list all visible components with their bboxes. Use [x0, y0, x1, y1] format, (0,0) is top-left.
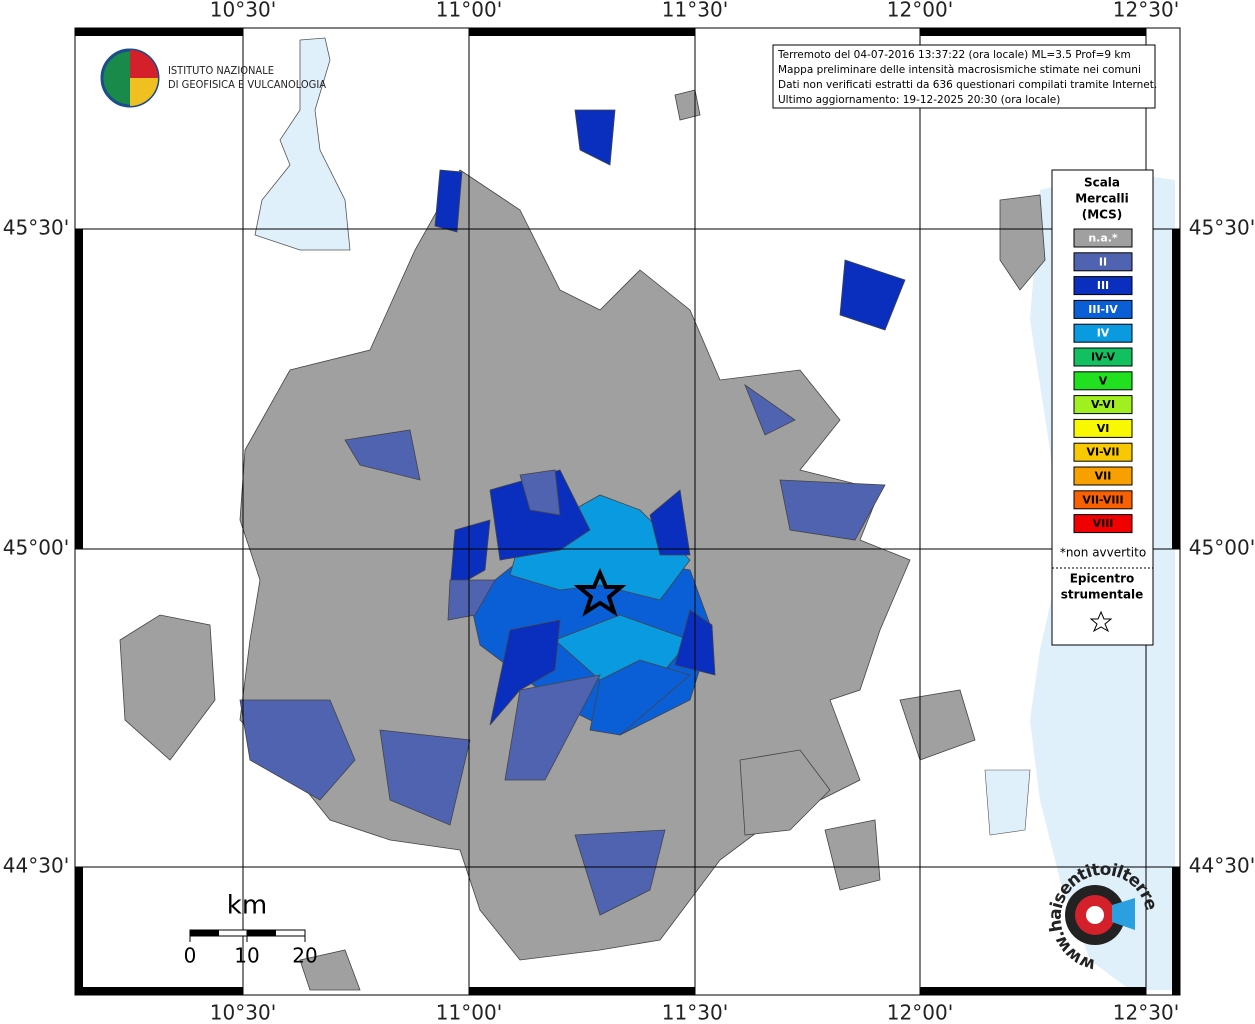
municipality	[344, 429, 421, 481]
legend-label: V	[1099, 374, 1108, 387]
scale-label: 0	[184, 944, 197, 968]
lon-label: 11°00'	[436, 0, 502, 22]
municipality	[574, 109, 616, 166]
legend-star	[1089, 610, 1113, 633]
legend-swatch	[1073, 395, 1133, 415]
epicenter-star	[573, 567, 627, 617]
lon-label: 11°00'	[436, 1001, 502, 1024]
municipality	[379, 729, 471, 826]
municipality	[779, 479, 886, 541]
info-line: Dati non verificati estratti da 636 ques…	[778, 79, 1157, 91]
municipality	[449, 519, 491, 591]
legend-swatch	[1073, 466, 1133, 486]
lat-label: 44°30'	[3, 854, 69, 878]
lake-garda	[254, 37, 351, 251]
frame-bars	[75, 28, 1180, 995]
legend-label: III-IV	[1088, 303, 1118, 316]
graticule	[75, 28, 1180, 995]
lat-label: 45°00'	[1189, 536, 1255, 560]
legend-swatch	[1073, 347, 1133, 367]
legend-swatch	[1073, 418, 1133, 438]
scale-label: 10	[234, 944, 259, 968]
legend-swatch	[1073, 490, 1133, 510]
legend-swatch	[1073, 323, 1133, 343]
legend-label: VI	[1097, 422, 1110, 435]
lon-label: 12°30'	[1113, 1001, 1179, 1024]
legend-label: IV-V	[1091, 351, 1116, 364]
municipality	[589, 659, 691, 736]
info-line: Terremoto del 04-07-2016 13:37:22 (ora l…	[777, 49, 1131, 61]
municipality	[674, 89, 701, 121]
legend-swatch	[1073, 514, 1133, 534]
info-line: Mappa preliminare delle intensità macros…	[778, 64, 1141, 76]
institute-line: DI GEOFISICA E VULCANOLOGIA	[168, 79, 327, 92]
legend-swatch	[1073, 252, 1133, 272]
lon-label: 11°30'	[662, 1001, 728, 1024]
lon-label: 12°00'	[887, 0, 953, 22]
municipality	[999, 194, 1046, 291]
info-line: Ultimo aggiornamento: 19-12-2025 20:30 (…	[778, 94, 1060, 106]
lat-label: 45°00'	[3, 536, 69, 560]
lat-label: 45°30'	[3, 216, 69, 240]
legend-title: Scala	[1084, 176, 1120, 190]
legend-label: VII-VIII	[1082, 493, 1123, 506]
legend-title: Mercalli	[1075, 192, 1129, 206]
legend-label: III	[1097, 279, 1109, 292]
municipality	[839, 259, 906, 331]
municipality	[574, 829, 666, 916]
lon-label: 10°30'	[210, 1001, 276, 1024]
municipality	[504, 674, 601, 781]
lon-label: 12°30'	[1113, 0, 1179, 22]
legend-label: IV	[1097, 327, 1110, 340]
legend-swatch	[1073, 228, 1133, 248]
municipality	[519, 469, 561, 516]
lon-label: 12°00'	[887, 1001, 953, 1024]
lon-label: 10°30'	[210, 0, 276, 22]
legend-swatch	[1073, 276, 1133, 296]
municipality	[744, 383, 796, 436]
info-box	[772, 44, 1156, 109]
scale-label: 20	[292, 944, 317, 968]
lon-label: 11°30'	[662, 0, 728, 22]
legend-label: VII	[1095, 470, 1112, 483]
lat-label: 44°30'	[1189, 854, 1255, 878]
municipality	[649, 489, 691, 556]
municipality	[447, 579, 496, 621]
municipality	[434, 169, 463, 233]
municipality	[824, 819, 881, 891]
municipality	[899, 689, 976, 761]
legend-title: (MCS)	[1082, 208, 1123, 222]
legend-epicenter: Epicentro	[1070, 572, 1135, 586]
municipality	[299, 949, 361, 991]
lat-label: 45°30'	[1189, 216, 1255, 240]
legend-epicenter: strumentale	[1061, 588, 1144, 602]
legend-swatch	[1073, 442, 1133, 462]
ingv-logo-part	[130, 50, 158, 78]
scale-unit: km	[227, 891, 267, 921]
legend-label: V-VI	[1091, 398, 1115, 411]
legend-label: II	[1099, 255, 1107, 268]
legend-swatch	[1073, 371, 1133, 391]
institute-line: ISTITUTO NAZIONALE	[168, 65, 274, 78]
municipality	[739, 749, 831, 836]
legend-label: n.a.*	[1088, 232, 1118, 245]
legend-note: *non avvertito	[1060, 546, 1146, 560]
municipality	[489, 619, 561, 726]
legend-swatch	[1073, 299, 1133, 319]
municipality	[119, 614, 216, 761]
scale-bar	[189, 929, 306, 942]
municipality	[239, 699, 356, 801]
ingv-logo-part	[130, 78, 158, 106]
legend-label: VI-VII	[1086, 446, 1119, 459]
hsit-logo-part	[1112, 898, 1135, 930]
legend-label: VIII	[1093, 517, 1114, 530]
hsit-logo-part	[1086, 906, 1104, 924]
lagoon	[984, 769, 1031, 836]
